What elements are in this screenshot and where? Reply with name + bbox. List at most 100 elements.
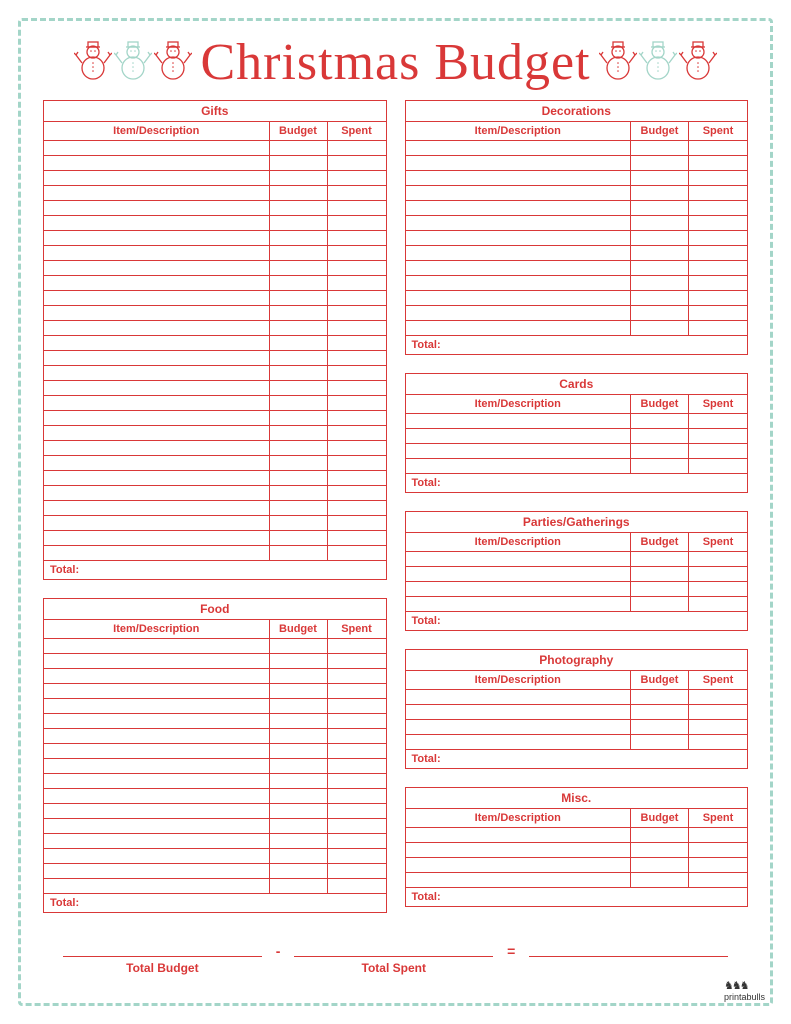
total-spent-line[interactable] [294, 937, 493, 957]
table-row[interactable] [406, 141, 748, 156]
table-row[interactable] [406, 201, 748, 216]
table-row[interactable] [44, 486, 386, 501]
table-row[interactable] [406, 246, 748, 261]
total-spent-label: Total Spent [362, 961, 426, 975]
table-row[interactable] [44, 291, 386, 306]
total-row: Total: [406, 888, 748, 906]
table-row[interactable] [44, 306, 386, 321]
table-row[interactable] [44, 246, 386, 261]
snowmen-right [599, 41, 717, 85]
table-row[interactable] [44, 699, 386, 714]
table-row[interactable] [406, 186, 748, 201]
table-row[interactable] [44, 351, 386, 366]
section-decorations: Decorations Item/Description Budget Spen… [405, 100, 749, 355]
table-row[interactable] [406, 291, 748, 306]
table-row[interactable] [406, 261, 748, 276]
table-row[interactable] [44, 864, 386, 879]
table-row[interactable] [406, 171, 748, 186]
footer: Total Budget - Total Spent = [43, 937, 748, 975]
table-row[interactable] [44, 834, 386, 849]
table-row[interactable] [406, 459, 748, 474]
header-spent: Spent [689, 809, 747, 827]
table-row[interactable] [44, 714, 386, 729]
table-row[interactable] [44, 156, 386, 171]
table-row[interactable] [44, 216, 386, 231]
table-row[interactable] [406, 552, 748, 567]
header-item: Item/Description [44, 122, 270, 140]
table-row[interactable] [44, 141, 386, 156]
table-row[interactable] [406, 858, 748, 873]
table-row[interactable] [44, 804, 386, 819]
total-spent-group: Total Spent [294, 937, 493, 975]
table-row[interactable] [44, 684, 386, 699]
table-row[interactable] [406, 873, 748, 888]
table-row[interactable] [406, 582, 748, 597]
section-title: Cards [406, 374, 748, 395]
total-row: Total: [406, 474, 748, 492]
header-item: Item/Description [406, 671, 632, 689]
table-row[interactable] [44, 381, 386, 396]
table-row[interactable] [406, 429, 748, 444]
header-item: Item/Description [44, 620, 270, 638]
table-row[interactable] [44, 426, 386, 441]
header-budget: Budget [631, 395, 689, 413]
table-row[interactable] [406, 444, 748, 459]
table-row[interactable] [406, 828, 748, 843]
table-row[interactable] [406, 321, 748, 336]
header-spent: Spent [328, 620, 386, 638]
columns-container: Gifts Item/Description Budget Spent Tota… [43, 100, 748, 913]
table-row[interactable] [44, 231, 386, 246]
header-item: Item/Description [406, 122, 632, 140]
result-line[interactable] [529, 937, 728, 957]
table-row[interactable] [406, 276, 748, 291]
header-spent: Spent [689, 671, 747, 689]
table-row[interactable] [44, 759, 386, 774]
table-row[interactable] [406, 567, 748, 582]
table-row[interactable] [44, 744, 386, 759]
table-row[interactable] [44, 411, 386, 426]
table-row[interactable] [406, 156, 748, 171]
table-row[interactable] [44, 546, 386, 561]
table-row[interactable] [44, 336, 386, 351]
header-spent: Spent [689, 122, 747, 140]
table-row[interactable] [406, 414, 748, 429]
table-row[interactable] [44, 849, 386, 864]
total-budget-line[interactable] [63, 937, 262, 957]
table-row[interactable] [406, 306, 748, 321]
header-spent: Spent [328, 122, 386, 140]
table-row[interactable] [44, 516, 386, 531]
table-row[interactable] [406, 690, 748, 705]
table-row[interactable] [406, 705, 748, 720]
total-row: Total: [406, 612, 748, 630]
table-row[interactable] [44, 201, 386, 216]
table-row[interactable] [44, 774, 386, 789]
table-row[interactable] [406, 735, 748, 750]
table-row[interactable] [44, 471, 386, 486]
table-row[interactable] [44, 501, 386, 516]
table-row[interactable] [44, 789, 386, 804]
table-row[interactable] [44, 261, 386, 276]
table-row[interactable] [44, 321, 386, 336]
table-row[interactable] [44, 819, 386, 834]
table-row[interactable] [44, 639, 386, 654]
table-row[interactable] [44, 456, 386, 471]
table-row[interactable] [406, 597, 748, 612]
table-row[interactable] [406, 843, 748, 858]
table-row[interactable] [44, 531, 386, 546]
header-item: Item/Description [406, 533, 632, 551]
table-row[interactable] [44, 186, 386, 201]
table-row[interactable] [44, 396, 386, 411]
table-row[interactable] [44, 441, 386, 456]
section-title: Gifts [44, 101, 386, 122]
table-row[interactable] [44, 669, 386, 684]
table-row[interactable] [44, 366, 386, 381]
table-row[interactable] [406, 231, 748, 246]
table-row[interactable] [406, 216, 748, 231]
table-row[interactable] [406, 720, 748, 735]
section-photography: Photography Item/Description Budget Spen… [405, 649, 749, 769]
table-row[interactable] [44, 729, 386, 744]
table-row[interactable] [44, 879, 386, 894]
table-row[interactable] [44, 654, 386, 669]
table-row[interactable] [44, 276, 386, 291]
table-row[interactable] [44, 171, 386, 186]
